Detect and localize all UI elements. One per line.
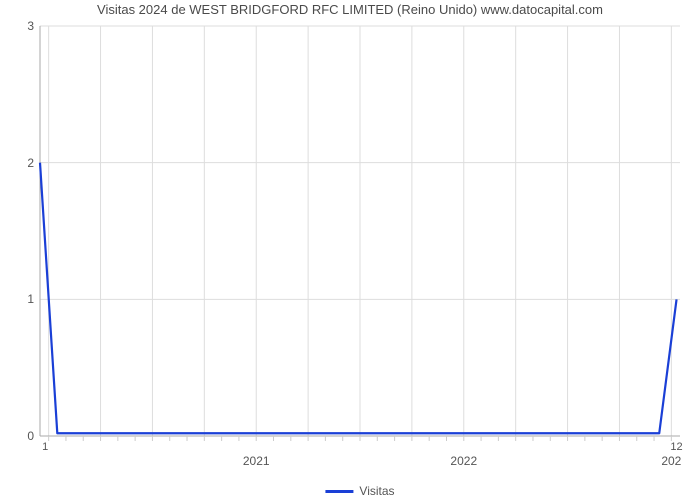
x-tick-label: 202 [661,454,681,468]
y-tick-label: 1 [18,292,34,306]
legend-label: Visitas [359,484,394,498]
plot-area [40,26,680,436]
x-sublabel: 12 [670,441,682,453]
legend: Visitas [325,484,394,498]
y-tick-label: 0 [18,429,34,443]
x-tick-label: 2021 [243,454,270,468]
line-chart: Visitas 2024 de WEST BRIDGFORD RFC LIMIT… [0,0,700,500]
x-tick-label: 2022 [450,454,477,468]
x-sublabel: 1 [42,441,48,453]
chart-title: Visitas 2024 de WEST BRIDGFORD RFC LIMIT… [0,2,700,17]
y-tick-label: 2 [18,156,34,170]
y-tick-label: 3 [18,19,34,33]
legend-swatch [325,490,353,493]
